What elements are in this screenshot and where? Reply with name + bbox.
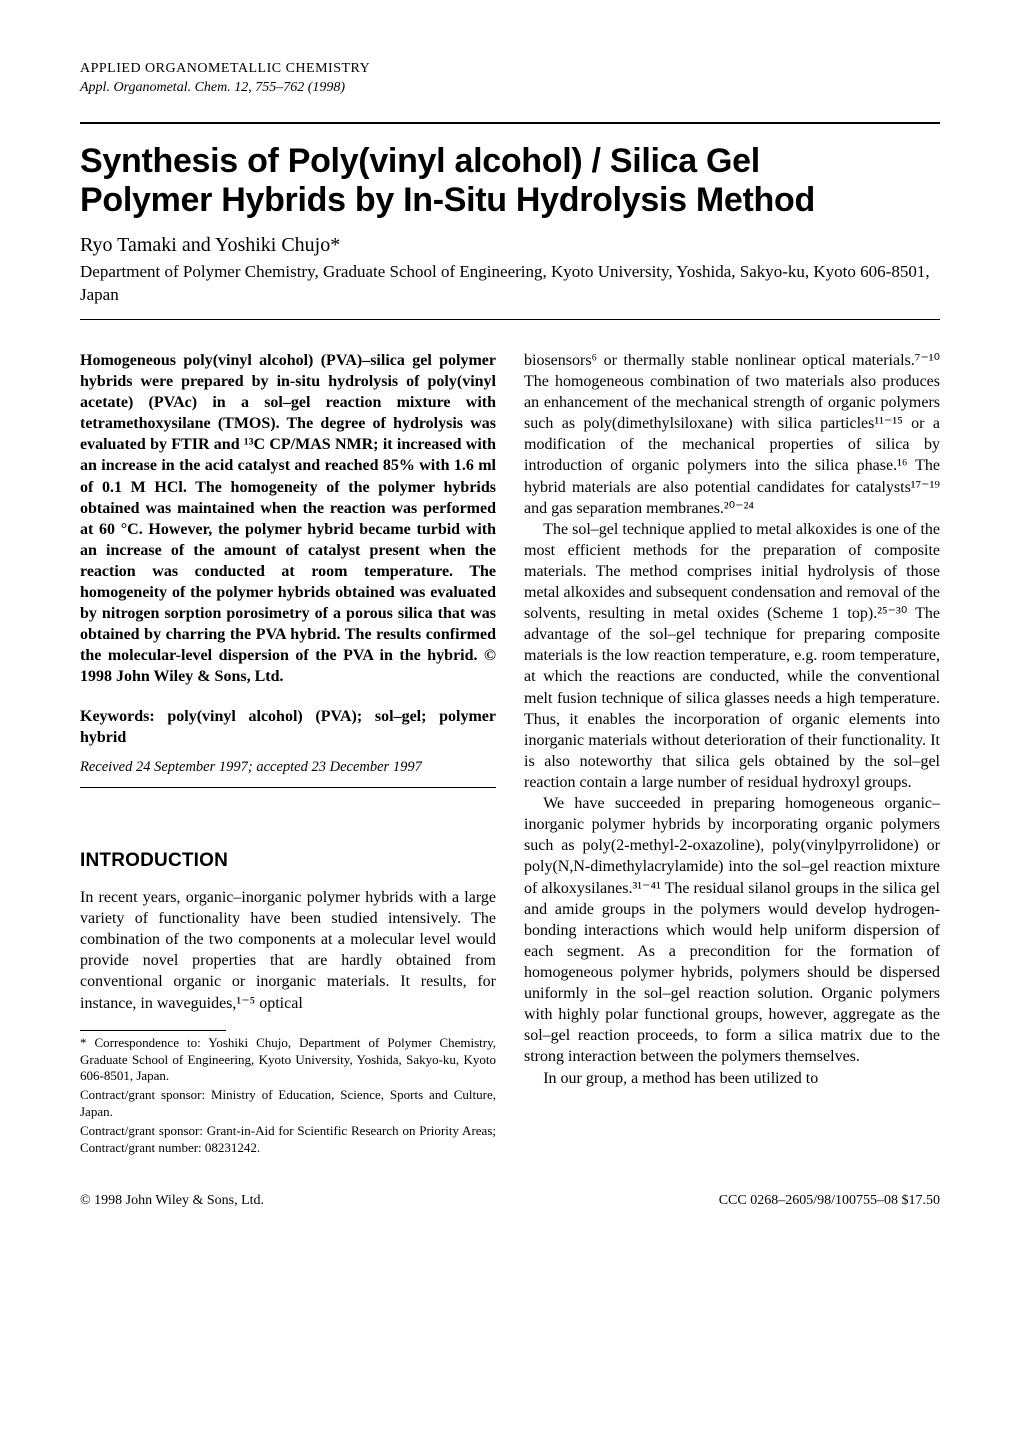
keywords: Keywords: poly(vinyl alcohol) (PVA); sol… (80, 706, 496, 748)
footnotes-separator (80, 1030, 226, 1031)
title-line-1: Synthesis of Poly(vinyl alcohol) / Silic… (80, 142, 760, 180)
left-column: Homogeneous poly(vinyl alcohol) (PVA)–si… (80, 350, 496, 1159)
footnote-sponsor-1: Contract/grant sponsor: Ministry of Educ… (80, 1087, 496, 1121)
footer-copyright: © 1998 John Wiley & Sons, Ltd. (80, 1193, 264, 1209)
journal-header: APPLIED ORGANOMETALLIC CHEMISTRY Appl. O… (80, 60, 940, 98)
footer-ccc: CCC 0268–2605/98/100755–08 $17.50 (719, 1193, 940, 1209)
right-paragraph-2: The sol–gel technique applied to metal a… (524, 519, 940, 793)
journal-ref: Appl. Organometal. Chem. 12, 755–762 (19… (80, 79, 940, 98)
title-line-2: Polymer Hybrids by In-Situ Hydrolysis Me… (80, 181, 815, 219)
right-paragraph-4: In our group, a method has been utilized… (524, 1068, 940, 1089)
header-rule (80, 122, 940, 124)
right-column: biosensors⁶ or thermally stable nonlinea… (524, 350, 940, 1159)
page: APPLIED ORGANOMETALLIC CHEMISTRY Appl. O… (0, 0, 1020, 1259)
footnote-sponsor-2: Contract/grant sponsor: Grant-in-Aid for… (80, 1123, 496, 1157)
introduction-heading: INTRODUCTION (80, 848, 496, 873)
authors: Ryo Tamaki and Yoshiki Chujo* (80, 234, 940, 257)
right-paragraph-1: biosensors⁶ or thermally stable nonlinea… (524, 350, 940, 519)
right-paragraph-3: We have succeeded in preparing homogeneo… (524, 793, 940, 1067)
received-rule (80, 787, 496, 788)
two-column-body: Homogeneous poly(vinyl alcohol) (PVA)–si… (80, 350, 940, 1159)
affiliation: Department of Polymer Chemistry, Graduat… (80, 261, 940, 307)
journal-name: APPLIED ORGANOMETALLIC CHEMISTRY (80, 60, 940, 79)
page-footer: © 1998 John Wiley & Sons, Ltd. CCC 0268–… (80, 1193, 940, 1209)
footnote-correspondence: * Correspondence to: Yoshiki Chujo, Depa… (80, 1035, 496, 1086)
affiliation-rule (80, 319, 940, 320)
article-title: Synthesis of Poly(vinyl alcohol) / Silic… (80, 142, 940, 220)
received-line: Received 24 September 1997; accepted 23 … (80, 758, 496, 777)
intro-paragraph-left: In recent years, organic–inorganic polym… (80, 887, 496, 1014)
footnotes: * Correspondence to: Yoshiki Chujo, Depa… (80, 1035, 496, 1157)
abstract: Homogeneous poly(vinyl alcohol) (PVA)–si… (80, 350, 496, 688)
